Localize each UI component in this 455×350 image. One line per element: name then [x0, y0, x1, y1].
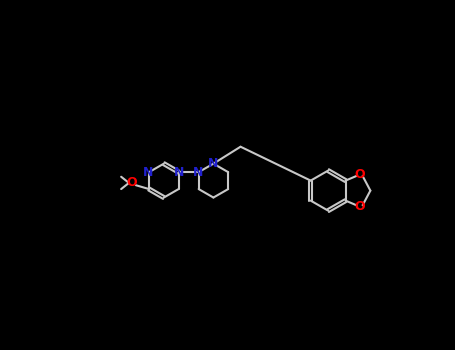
Text: N: N: [208, 157, 218, 170]
Text: N: N: [143, 166, 153, 178]
Text: O: O: [126, 176, 137, 189]
Text: N: N: [174, 166, 185, 178]
Text: O: O: [354, 168, 365, 181]
Text: O: O: [354, 200, 365, 213]
Text: N: N: [193, 166, 203, 178]
